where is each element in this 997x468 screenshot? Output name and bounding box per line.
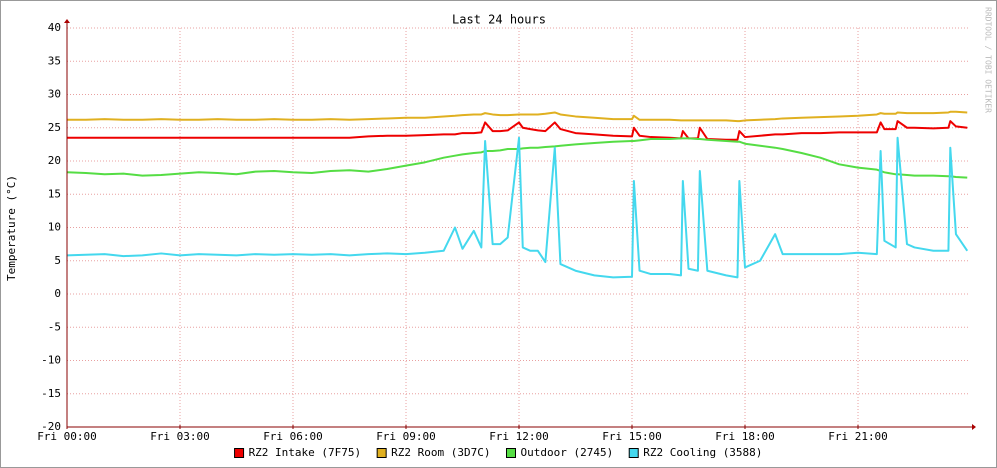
legend-swatch (234, 448, 245, 458)
legend-label: RZ2 Room (3D7C) (391, 446, 490, 459)
series-line (67, 110, 968, 123)
chart-title: Last 24 hours (452, 13, 546, 27)
y-arrow (64, 19, 70, 23)
legend-swatch (376, 448, 387, 458)
y-tick-label: 10 (48, 221, 61, 234)
legend-label: RZ2 Intake (7F75) (249, 446, 362, 459)
x-tick-label: Fri 09:00 (376, 430, 436, 443)
series-line (66, 137, 968, 179)
y-tick-label: 40 (48, 21, 61, 34)
y-tick-label: 25 (48, 121, 61, 134)
x-tick-label: Fri 12:00 (489, 430, 549, 443)
grid (66, 27, 968, 428)
y-tick-label: -20 (41, 420, 61, 433)
series-line (66, 136, 969, 279)
legend: RZ2 Intake (7F75) RZ2 Room (3D7C) Outdoor … (234, 446, 762, 459)
x-tick-label: Fri 15:00 (602, 430, 662, 443)
y-tick-label: -15 (41, 387, 61, 400)
legend-swatch (628, 448, 639, 458)
legend-item: Outdoor (2745) (506, 446, 614, 459)
y-axis-label: Temperature (°C) (5, 175, 18, 281)
x-tick-label: Fri 00:00 (37, 430, 97, 443)
y-tick-label: 30 (48, 88, 61, 101)
y-tick-label: -5 (48, 320, 61, 333)
y-tick-label: 0 (54, 287, 61, 300)
y-tick-label: -10 (41, 354, 61, 367)
y-tick-label: 20 (48, 154, 61, 167)
x-tick-label: Fri 18:00 (715, 430, 775, 443)
y-tick-label: 5 (54, 254, 61, 267)
legend-item: RZ2 Room (3D7C) (376, 446, 491, 459)
x-tick-label: Fri 06:00 (263, 430, 323, 443)
legend-label: RZ2 Cooling (3588) (643, 446, 762, 459)
x-tick-label: Fri 03:00 (150, 430, 210, 443)
y-tick-label: 15 (48, 187, 61, 200)
x-arrow (972, 424, 976, 430)
legend-item: RZ2 Intake (7F75) (234, 446, 362, 459)
legend-item: RZ2 Cooling (3588) (628, 446, 762, 459)
lines (66, 110, 969, 279)
watermark: RRDTOOL / TOBI OETIKER (984, 7, 993, 113)
legend-label: Outdoor (2745) (521, 446, 614, 459)
series-line (67, 120, 968, 141)
legend-swatch (506, 448, 516, 458)
x-tick-label: Fri 21:00 (828, 430, 888, 443)
y-tick-label: 35 (48, 54, 61, 67)
